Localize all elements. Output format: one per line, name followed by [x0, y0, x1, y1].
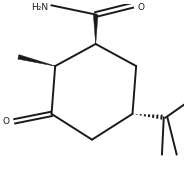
Text: H₂N: H₂N — [31, 3, 48, 12]
Polygon shape — [93, 15, 98, 44]
Polygon shape — [18, 55, 55, 66]
Text: O: O — [138, 3, 145, 12]
Text: O: O — [2, 117, 9, 126]
